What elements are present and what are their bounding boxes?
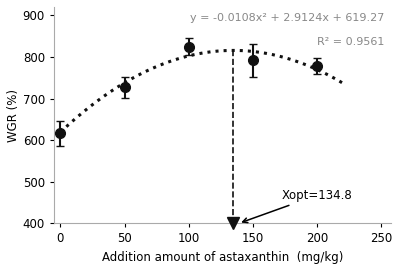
Text: y = -0.0108x² + 2.9124x + 619.27: y = -0.0108x² + 2.9124x + 619.27 bbox=[190, 14, 385, 23]
Text: Xopt=134.8: Xopt=134.8 bbox=[243, 189, 353, 222]
Text: R² = 0.9561: R² = 0.9561 bbox=[317, 37, 385, 47]
X-axis label: Addition amount of astaxanthin  (mg/kg): Addition amount of astaxanthin (mg/kg) bbox=[102, 251, 343, 264]
Y-axis label: WGR (%): WGR (%) bbox=[7, 89, 20, 142]
